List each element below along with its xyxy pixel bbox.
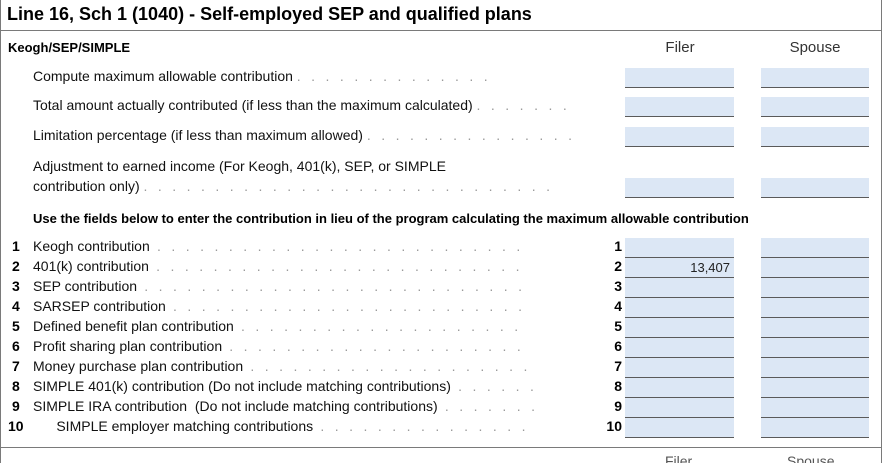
row-number: 2 [12,258,20,274]
line-number: 1 [614,238,622,254]
contribution-row: 8 SIMPLE 401(k) contribution (Do not incl… [0,378,882,398]
row-label: Money purchase plan contribution . . . .… [33,358,531,374]
filer-field[interactable] [625,97,734,117]
row-number: 6 [12,338,20,354]
row-number: 5 [12,318,20,334]
line-number: 8 [614,378,622,394]
spouse-field[interactable] [761,258,869,278]
row-label: Defined benefit plan contribution . . . … [33,318,522,334]
spouse-field[interactable] [761,398,869,418]
row-number: 10 [8,418,24,434]
row-label: Limitation percentage (if less than maxi… [33,127,576,143]
spouse-field[interactable] [761,68,869,88]
filer-field[interactable] [625,338,734,358]
filer-field[interactable] [625,238,734,258]
spouse-field[interactable] [761,318,869,338]
filer-field[interactable] [625,278,734,298]
spouse-field[interactable] [761,278,869,298]
row-label: SARSEP contribution . . . . . . . . . . … [33,298,526,314]
contribution-row: 10 SIMPLE employer matching contribution… [0,418,882,438]
line-number: 7 [614,358,622,374]
spouse-field[interactable] [761,338,869,358]
contribution-row: 1 Keogh contribution . . . . . . . . . . … [0,238,882,258]
row-label-line2: contribution only) . . . . . . . . . . .… [33,178,554,194]
row-number: 7 [12,358,20,374]
contribution-row: 7 Money purchase plan contribution . . . … [0,358,882,378]
row-compute-max: Compute maximum allowable contribution .… [0,68,882,88]
filer-field[interactable] [625,418,734,438]
contribution-row: 4 SARSEP contribution . . . . . . . . . .… [0,298,882,318]
line-number: 3 [614,278,622,294]
contribution-row: 3 SEP contribution . . . . . . . . . . . … [0,278,882,298]
column-header-filer: Filer [665,39,695,56]
line-number: 10 [606,418,622,434]
spouse-field[interactable] [761,298,869,318]
line-number: 2 [614,258,622,274]
row-label: SIMPLE IRA contribution (Do not include … [33,398,539,414]
divider [0,447,882,448]
row-number: 1 [12,238,20,254]
line-number: 5 [614,318,622,334]
next-section-spouse-header: Spouse [787,453,835,463]
contribution-row: 2 401(k) contribution . . . . . . . . . .… [0,258,882,278]
filer-field[interactable] [625,378,734,398]
column-header-spouse: Spouse [789,39,841,56]
row-label-line1: Adjustment to earned income (For Keogh, … [33,158,446,174]
divider [0,30,882,31]
spouse-field[interactable] [761,97,869,117]
next-section-filer-header: Filer [665,453,693,463]
row-label: SEP contribution . . . . . . . . . . . .… [33,278,526,294]
filer-field[interactable] [625,127,734,147]
spouse-field[interactable] [761,127,869,147]
row-limitation-percentage: Limitation percentage (if less than maxi… [0,127,882,147]
spouse-field[interactable] [761,378,869,398]
spouse-field[interactable] [761,178,869,198]
row-number: 9 [12,398,20,414]
row-label: Keogh contribution . . . . . . . . . . .… [33,238,524,254]
spouse-field[interactable] [761,358,869,378]
spouse-field[interactable] [761,418,869,438]
row-label: SIMPLE 401(k) contribution (Do not inclu… [33,378,538,394]
spouse-field[interactable] [761,238,869,258]
filer-field[interactable] [625,358,734,378]
instruction-note: Use the fields below to enter the contri… [33,211,749,226]
row-adjustment-earned-income: Adjustment to earned income (For Keogh, … [0,158,882,198]
filer-field[interactable] [625,318,734,338]
row-total-contributed: Total amount actually contributed (if le… [0,97,882,117]
filer-field[interactable]: 13,407 [625,258,734,278]
filer-field[interactable] [625,68,734,88]
line-number: 4 [614,298,622,314]
row-number: 4 [12,298,20,314]
line-number: 9 [614,398,622,414]
filer-field[interactable] [625,298,734,318]
section-heading: Keogh/SEP/SIMPLE [8,40,131,55]
filer-field[interactable] [625,398,734,418]
form-title: Line 16, Sch 1 (1040) - Self-employed SE… [7,4,532,24]
contribution-row: 6 Profit sharing plan contribution . . . … [0,338,882,358]
contribution-row: 5 Defined benefit plan contribution . . .… [0,318,882,338]
row-label: Total amount actually contributed (if le… [33,97,571,113]
filer-field[interactable] [625,178,734,198]
row-number: 3 [12,278,20,294]
row-label: Profit sharing plan contribution . . . .… [33,338,525,354]
row-number: 8 [12,378,20,394]
row-label: Compute maximum allowable contribution .… [33,68,491,84]
line-number: 6 [614,338,622,354]
row-label: 401(k) contribution . . . . . . . . . . … [33,258,523,274]
contribution-row: 9 SIMPLE IRA contribution (Do not include… [0,398,882,418]
row-label: SIMPLE employer matching contributions .… [33,418,529,434]
